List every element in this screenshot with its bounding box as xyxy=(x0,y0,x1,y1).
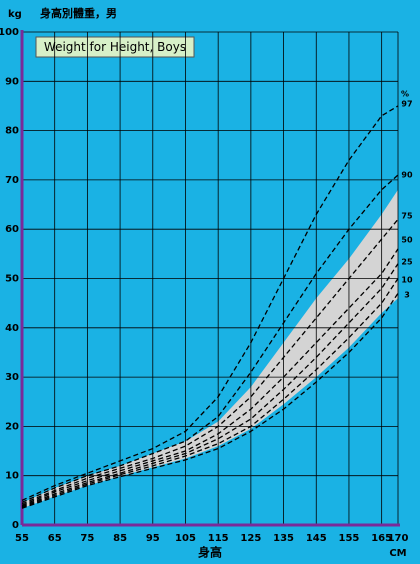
percentile-line xyxy=(21,218,399,505)
series-label: 10 xyxy=(401,276,413,285)
x-tick-label: 85 xyxy=(113,533,127,544)
series-label: 97 xyxy=(401,100,412,109)
subtitle-box xyxy=(35,36,195,58)
x-tick-label: 155 xyxy=(339,533,360,544)
x-tick-label: 55 xyxy=(15,533,29,544)
percentile-line xyxy=(21,174,399,503)
percentile-line xyxy=(21,105,399,501)
x-tick-label: 115 xyxy=(208,533,229,544)
y-tick-label: 20 xyxy=(5,421,19,432)
x-tick-label: 170 xyxy=(388,533,409,544)
x-unit: CM xyxy=(389,548,406,559)
x-tick-label: 105 xyxy=(175,533,196,544)
y-tick-label: 50 xyxy=(5,274,19,285)
x-axis-label: 身高 xyxy=(198,545,222,560)
percentile-line xyxy=(21,248,399,506)
y-tick-label: 0 xyxy=(12,520,19,531)
percentile-line xyxy=(21,292,399,509)
subtitle: Weight for Height, Boys xyxy=(44,40,186,54)
series-label: 3 xyxy=(404,291,410,300)
y-tick-label: 10 xyxy=(5,471,19,482)
y-tick-label: 90 xyxy=(5,76,19,87)
x-tick-label: 165 xyxy=(371,533,392,544)
y-tick-label: 40 xyxy=(5,323,19,334)
x-tick-label: 65 xyxy=(48,533,62,544)
x-tick-label: 95 xyxy=(146,533,160,544)
series-label: 50 xyxy=(401,236,413,245)
y-tick-label: 80 xyxy=(5,126,19,137)
x-tick-label: 75 xyxy=(80,533,94,544)
x-tick-label: 145 xyxy=(306,533,327,544)
y-tick-label: 70 xyxy=(5,175,19,186)
series-unit: % xyxy=(401,90,409,99)
y-tick-label: 60 xyxy=(5,224,19,235)
y-axis-label: kg xyxy=(8,9,22,20)
x-tick-label: 135 xyxy=(273,533,294,544)
band xyxy=(22,189,398,509)
y-tick-label: 30 xyxy=(5,372,19,383)
series-label: 90 xyxy=(401,171,413,180)
y-tick-label: 100 xyxy=(0,27,19,38)
x-tick-label: 125 xyxy=(240,533,261,544)
series-label: 25 xyxy=(401,258,413,267)
series-label: 75 xyxy=(401,212,413,221)
chart-title: 身高別體重，男 xyxy=(40,6,117,20)
